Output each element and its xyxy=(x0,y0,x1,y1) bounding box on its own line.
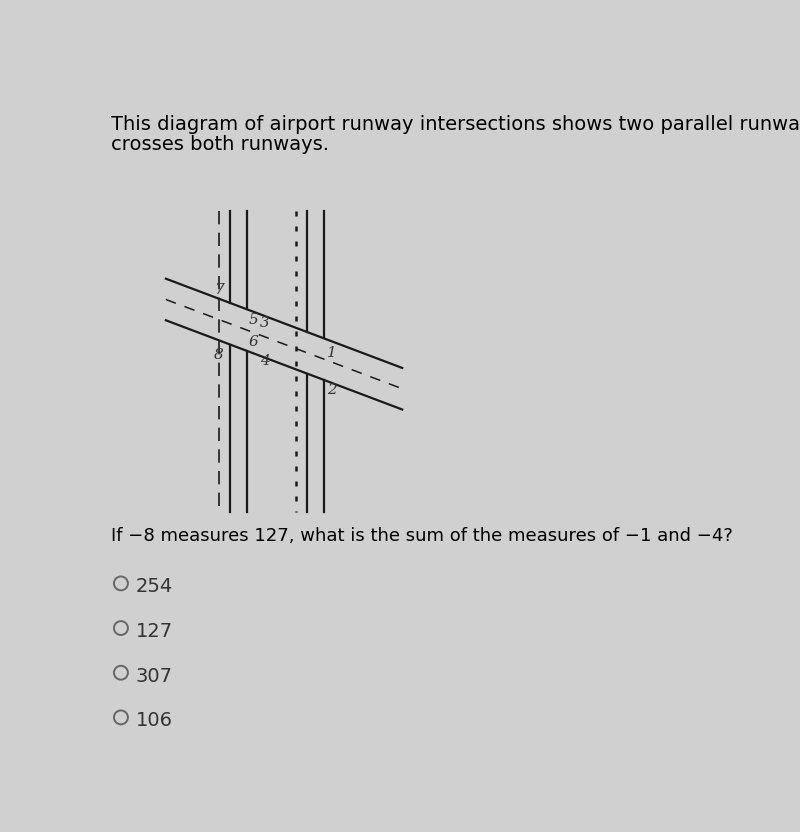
Text: 1: 1 xyxy=(327,346,337,360)
Text: 6: 6 xyxy=(249,335,258,349)
Text: 4: 4 xyxy=(260,354,270,368)
Text: 307: 307 xyxy=(136,666,173,686)
Text: crosses both runways.: crosses both runways. xyxy=(111,136,329,154)
Text: 5: 5 xyxy=(249,314,258,327)
Text: 2: 2 xyxy=(327,383,337,397)
Text: 7: 7 xyxy=(214,283,224,297)
Text: This diagram of airport runway intersections shows two parallel runways. A tax: This diagram of airport runway intersect… xyxy=(111,116,800,134)
Text: 106: 106 xyxy=(136,711,173,730)
Text: 3: 3 xyxy=(260,315,270,329)
Text: 254: 254 xyxy=(136,577,173,597)
Text: 8: 8 xyxy=(214,349,224,363)
Text: If −8 measures 127, what is the sum of the measures of −1 and −4?: If −8 measures 127, what is the sum of t… xyxy=(111,527,733,545)
Text: 127: 127 xyxy=(136,622,173,641)
